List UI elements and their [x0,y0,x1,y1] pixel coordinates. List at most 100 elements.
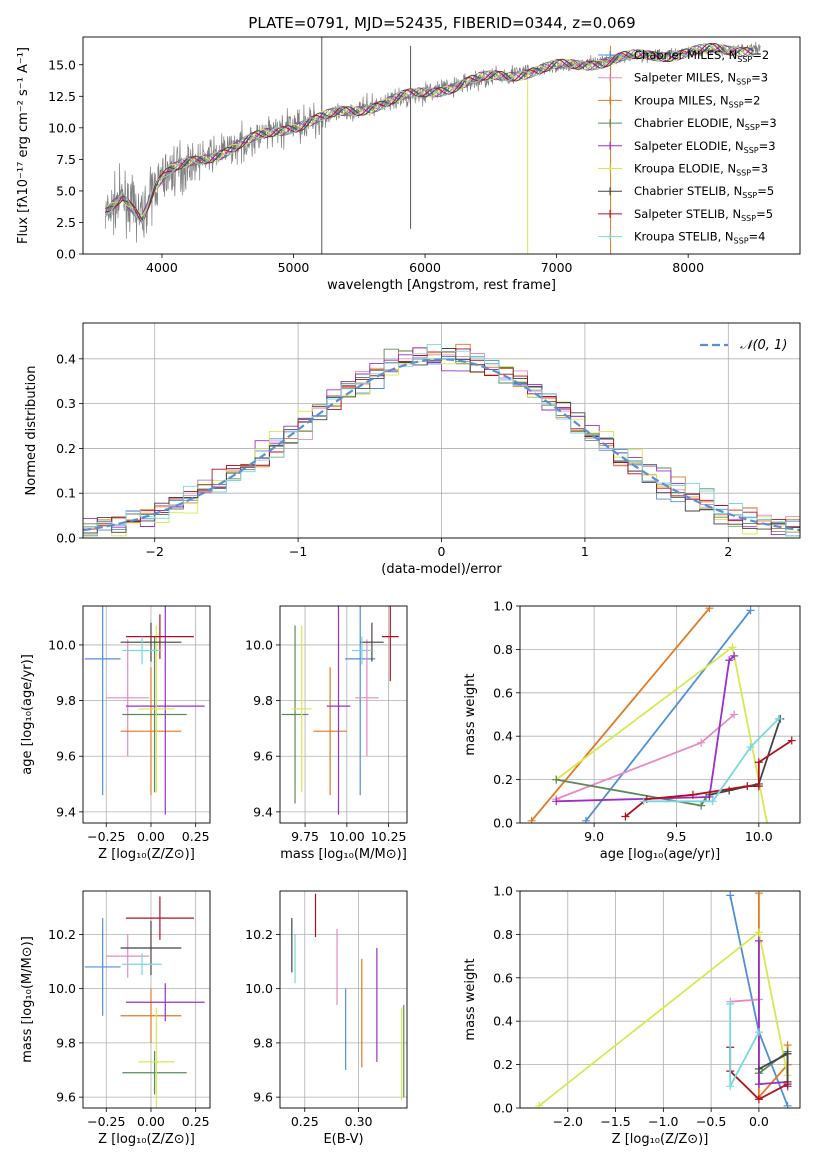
legend-entry-sub: SSP [729,100,744,109]
errorbar-point [381,606,399,682]
legend-entry-sub: SSP [742,191,757,200]
errorbar-point [281,625,309,804]
y-tick-label: 0.8 [493,642,513,657]
legend-entry: Kroupa ELODIE, NSSP=3 [634,162,768,178]
errorbar-point [122,636,162,665]
mass-weight-marker [726,891,735,900]
mass-weight-marker [754,936,763,945]
mass-weight-marker [726,1082,735,1091]
mass-weight-marker [697,801,706,810]
legend-entry-main: Chabrier MILES, N [634,48,737,62]
panel-1 [79,323,800,542]
legend-entry: Chabrier ELODIE, NSSP=3 [634,116,777,132]
y-tick-label: 10.0 [48,637,76,652]
mass-weight-marker [726,999,735,1008]
errorbar-point [120,622,182,662]
legend-entry-tail: =5 [757,184,774,198]
y-tick-label: 0.0 [493,1101,513,1116]
mass-weight-marker [783,1101,792,1108]
legend-entry-main: Kroupa ELODIE, N [634,162,736,176]
y-tick-label: 9.8 [56,1035,76,1050]
y-axis-label: mass weight [463,673,478,755]
x-tick-label: 10.00 [329,829,365,844]
legend-entry-tail: =3 [751,162,768,176]
y-tick-label: 9.8 [253,1035,273,1050]
x-tick-label: −0.5 [696,1114,726,1129]
axes-frame [279,890,408,1109]
x-axis-label: Z [log₁₀(Z/Z⊙)] [98,847,195,862]
y-tick-label: 9.8 [253,693,273,708]
model-fit-line [105,43,754,224]
mass-weight-marker [787,736,796,745]
mass-weight-marker [581,816,590,823]
mass-weight-marker [746,606,755,615]
legend-entry-sub: SSP [734,237,749,246]
x-tick-label: −0.25 [87,829,125,844]
errorbar-point [138,625,175,793]
x-tick-label: 0.00 [137,829,165,844]
errorbar-point [125,896,194,940]
x-tick-label: 8000 [672,260,704,275]
legend-entry-main: Chabrier ELODIE, N [634,116,745,130]
legend-entry-tail: =3 [760,116,777,130]
y-tick-label: 0.0 [56,247,76,262]
mass-weight-marker [783,1080,792,1089]
panel-6 [276,891,407,1112]
errorbar-point [122,953,162,976]
mass-weight-line [729,1003,760,1087]
y-tick-label: 15.0 [48,57,76,72]
y-tick-label: 0.4 [493,729,513,744]
errorbar-point [313,667,347,796]
y-tick-label: 9.6 [253,1090,273,1105]
y-axis-label: age [log₁₀(age/yr)] [20,654,35,775]
legend-entry-main: Salpeter STELIB, N [634,207,741,221]
errorbar-point [355,639,379,757]
legend-entry-tail: =5 [756,207,773,221]
y-tick-label: 1.0 [493,884,513,899]
x-axis-label: (data-model)/error [381,562,502,577]
legend-entry-sub: SSP [736,169,751,178]
mass-weight-marker [754,928,763,937]
errorbar-point [120,667,182,796]
legend-entry-main: Salpeter ELODIE, N [634,139,744,153]
legend-entry: Salpeter MILES, NSSP=3 [634,71,768,87]
x-tick-label: 0.0 [749,1114,769,1129]
x-tick-label: −1.5 [600,1114,630,1129]
model-fit-line [105,43,754,221]
mass-weight-line [643,718,780,803]
axes-frame [82,890,211,1109]
axes-frame [82,605,211,824]
mass-weight-marker [552,775,561,784]
errorbar-point [138,1007,175,1108]
mass-weight-marker [552,797,561,806]
legend-entry: 𝒩(0, 1) [740,338,787,353]
legend-entry-sub: SSP [744,146,759,155]
y-tick-label: 10.0 [48,120,76,135]
panel-0 [79,64,689,258]
residual-histogram [83,347,800,536]
x-tick-label: 1 [581,544,589,559]
x-tick-label: 10.0 [745,829,773,844]
y-tick-label: 1.0 [493,599,513,614]
x-tick-label: 10.25 [371,829,407,844]
mass-weight-marker [774,714,783,723]
y-tick-label: 0.4 [493,1014,513,1029]
y-axis-label: Normed distribution [24,366,39,496]
x-axis-label: wavelength [Angstrom, rest frame] [327,278,556,293]
mass-weight-marker [639,797,648,806]
legend-entry-main: Kroupa MILES, N [634,93,729,107]
y-axis-label: mass [log₁₀(M/M⊙)] [20,936,35,1063]
panel-4 [516,605,800,827]
x-tick-label: 4000 [146,260,178,275]
y-tick-label: 10.0 [245,637,273,652]
legend-entry-main: Kroupa STELIB, N [634,230,734,244]
y-axis-label: Flux [fλ10⁻¹⁷ erg cm⁻² s⁻¹ A⁻¹] [16,47,31,244]
x-tick-label: 2 [724,544,732,559]
y-tick-label: 10.2 [245,927,273,942]
mass-weight-marker [730,710,739,719]
errorbar-point [120,988,182,1043]
mass-weight-marker [754,1095,763,1104]
x-axis-label: Z [log₁₀(Z/Z⊙)] [612,1132,709,1147]
mass-weight-marker [697,738,706,747]
